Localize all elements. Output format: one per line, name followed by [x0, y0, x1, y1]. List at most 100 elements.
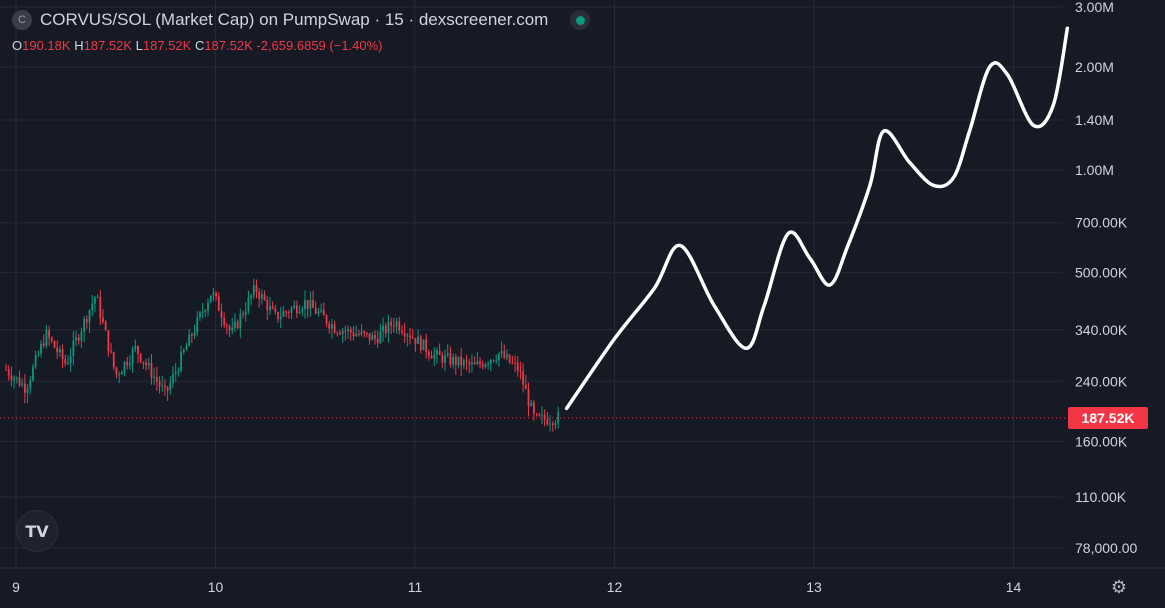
low-label: L	[135, 38, 143, 53]
candle-body	[390, 321, 393, 326]
candle-body	[94, 297, 96, 304]
symbol-icon[interactable]: C	[12, 10, 32, 30]
settings-gear-icon[interactable]: ⚙	[1110, 577, 1128, 597]
candle-body	[382, 325, 384, 332]
candle-body	[199, 312, 201, 318]
candle-body	[107, 330, 110, 352]
x-tick-label: 10	[208, 579, 224, 595]
candle-body	[352, 332, 355, 337]
candle-body	[538, 414, 541, 416]
candle-body	[487, 363, 490, 365]
candle-body	[471, 362, 473, 365]
candle-body	[387, 321, 390, 334]
candle-body	[328, 323, 331, 329]
candle-body	[546, 419, 549, 425]
y-tick-label: 1.00M	[1075, 162, 1114, 178]
candle-body	[444, 355, 446, 363]
high-value: 187.52K	[83, 38, 133, 53]
candle-body	[50, 337, 53, 341]
candle-body	[180, 352, 182, 371]
candle-body	[158, 381, 161, 387]
live-status-dot-icon[interactable]	[570, 10, 591, 30]
tradingview-logo-icon[interactable]: TV	[16, 510, 58, 552]
candle-body	[425, 339, 428, 352]
candle-body	[193, 332, 196, 337]
candle-body	[172, 373, 174, 383]
candle-body	[395, 321, 398, 327]
x-tick-label: 13	[806, 579, 822, 595]
candle-body	[473, 362, 476, 365]
chart-header: C CORVUS/SOL (Market Cap) on PumpSwap · …	[12, 10, 591, 30]
candle-body	[293, 305, 296, 309]
candle-body	[336, 332, 339, 334]
candle-body	[182, 350, 185, 353]
candle-body	[285, 311, 288, 313]
candle-body	[48, 329, 51, 338]
candle-body	[347, 328, 349, 331]
candle-body	[263, 294, 266, 301]
candle-body	[314, 307, 317, 314]
candle-body	[454, 356, 457, 365]
candle-body	[174, 371, 177, 374]
candle-body	[271, 306, 274, 309]
candle-body	[497, 353, 500, 361]
y-tick-label: 78,000.00	[1075, 540, 1137, 556]
candle-body	[371, 335, 374, 341]
candle-body	[503, 351, 506, 358]
x-tick-label: 14	[1006, 579, 1022, 595]
candle-body	[258, 292, 261, 299]
candle-body	[7, 369, 10, 376]
candle-body	[15, 377, 18, 379]
candle-body	[131, 349, 134, 363]
candle-body	[252, 285, 255, 296]
candle-body	[411, 337, 414, 339]
candle-body	[541, 414, 543, 416]
candle-body	[339, 333, 341, 335]
candle-body	[207, 302, 209, 311]
candle-body	[10, 375, 13, 381]
candle-body	[522, 371, 525, 385]
candle-body	[209, 295, 212, 303]
candle-body	[40, 343, 42, 354]
candle-body	[309, 299, 312, 309]
candle-body	[250, 295, 253, 298]
projection-drawing[interactable]	[564, 26, 1070, 411]
candle-body	[535, 413, 538, 415]
candle-body	[468, 361, 471, 365]
candle-body	[511, 362, 514, 364]
candle-body	[557, 412, 560, 424]
candle-body	[452, 356, 455, 365]
candle-body	[58, 349, 61, 353]
open-label: O	[12, 38, 23, 53]
y-tick-label: 340.00K	[1075, 322, 1128, 338]
candle-body	[225, 325, 228, 327]
candle-body	[228, 326, 231, 331]
candle-body	[21, 383, 24, 386]
candle-body	[185, 345, 188, 351]
candle-body	[236, 321, 239, 328]
candle-body	[401, 330, 403, 333]
ohlc-readout: O190.18K H187.52K L187.52K C187.52K -2,6…	[12, 38, 383, 53]
candle-body	[96, 296, 99, 298]
candle-body	[449, 353, 452, 365]
candle-body	[366, 332, 368, 334]
candle-body	[104, 321, 107, 331]
candle-body	[516, 362, 519, 371]
candle-body	[72, 340, 75, 356]
candle-body	[56, 347, 59, 353]
candle-body	[489, 359, 492, 364]
candle-body	[61, 349, 64, 360]
candle-body	[204, 310, 207, 313]
candle-body	[460, 356, 463, 366]
y-tick-label: 160.00K	[1075, 433, 1128, 449]
candle-body	[519, 370, 522, 372]
candle-body	[500, 351, 503, 354]
candle-body	[34, 355, 37, 367]
candle-body	[169, 382, 172, 391]
candle-body	[64, 359, 67, 364]
candle-body	[287, 312, 290, 314]
candle-body	[344, 330, 347, 332]
candle-body	[282, 311, 285, 317]
